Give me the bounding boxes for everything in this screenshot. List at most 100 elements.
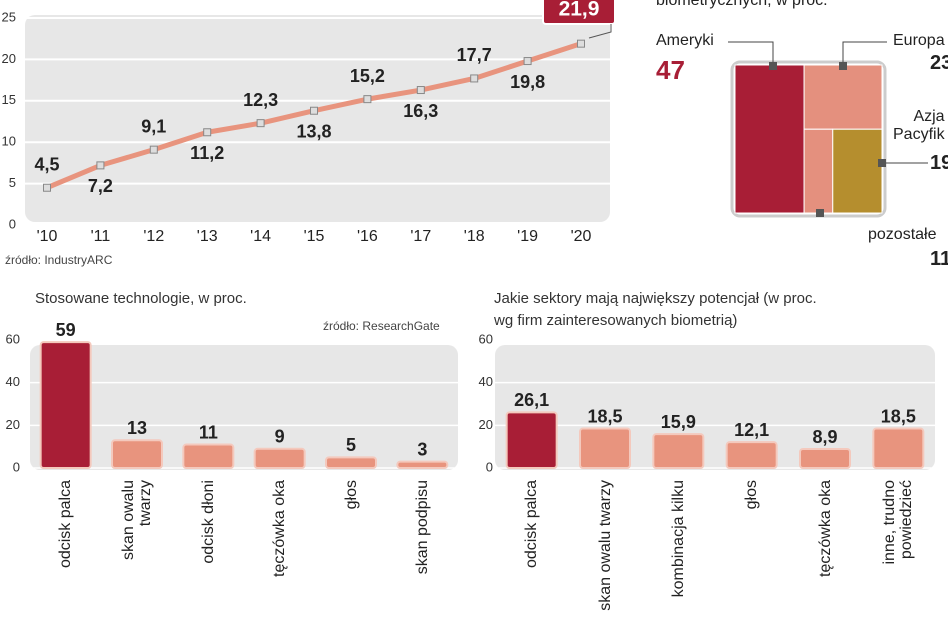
y-tick-label: 0 [9, 216, 16, 231]
x-tick-label: '19 [517, 228, 538, 245]
x-tick-label: '18 [464, 228, 485, 245]
connector-dot [816, 209, 824, 217]
y-tick-label: 40 [479, 374, 493, 389]
value-label: 15,9 [661, 412, 696, 432]
y-tick-label: 25 [2, 9, 16, 24]
value-label: 12,1 [734, 420, 769, 440]
segment [803, 64, 883, 130]
bar [872, 427, 925, 469]
y-tick-label: 5 [9, 175, 16, 190]
x-tick-label: '17 [410, 228, 431, 245]
x-tick-label: skan owalu twarzy [120, 480, 154, 561]
x-tick-label: odcisk palca [523, 480, 541, 569]
x-tick-label: '20 [571, 228, 592, 245]
value-label: 18,5 [881, 406, 916, 426]
value-label: 11 [199, 422, 218, 442]
bar [111, 439, 163, 469]
subtitle: biometrycznych, w proc. [656, 0, 828, 9]
chart-title: Jakie sektory mają największy potencjał … [494, 290, 817, 329]
y-tick-label: 0 [486, 459, 493, 474]
value-label: 11,2 [190, 143, 224, 163]
x-tick-label: odcisk dłoni [199, 480, 217, 564]
y-tick-label: 40 [6, 374, 20, 389]
y-tick-label: 10 [2, 134, 16, 149]
y-tick-label: 20 [479, 417, 493, 432]
value-label: 26,1 [514, 390, 549, 410]
connector [728, 41, 774, 66]
value-label: 9 [275, 427, 285, 447]
category-label: Ameryki [656, 32, 714, 49]
point [577, 39, 585, 48]
x-tick-label: '15 [304, 228, 325, 245]
x-tick-label: skan podpisu [413, 480, 431, 575]
bar [505, 411, 558, 470]
category-label: Azja Pacyfik [893, 108, 945, 144]
bar [253, 447, 306, 469]
y-tick-label: 0 [13, 459, 20, 474]
point [523, 57, 532, 66]
value-label: 13,8 [296, 121, 331, 141]
value-label: 17,7 [457, 45, 492, 65]
point [256, 119, 265, 128]
bar [652, 433, 705, 469]
connector-dot [839, 62, 847, 70]
x-tick-label: '11 [91, 228, 111, 245]
bar [325, 456, 377, 470]
x-tick-label: '12 [143, 228, 164, 245]
value-label: 18,5 [587, 406, 622, 426]
value-label: 21,9 [559, 0, 600, 21]
value-label: 47 [656, 55, 685, 85]
plot-background [25, 15, 610, 222]
plot-background [495, 345, 935, 470]
value-label: 3 [417, 439, 427, 459]
category-label: pozostałe [868, 226, 937, 243]
x-tick-label: skan owalu twarzy [596, 480, 614, 611]
value-label: 12,3 [243, 90, 278, 110]
value-label: 11 [930, 248, 948, 270]
category-label: Europa [893, 32, 945, 49]
x-tick-label: kombinacja kilku [669, 480, 687, 598]
point [416, 86, 425, 95]
plot-background [30, 345, 458, 470]
value-label: 19,8 [510, 72, 545, 92]
bar [579, 427, 631, 469]
connector [842, 41, 887, 66]
x-tick-label: odcisk palca [57, 480, 75, 569]
value-label: 19 [930, 152, 948, 174]
value-label: 8,9 [812, 427, 837, 447]
value-label: 9,1 [141, 116, 166, 136]
bar [799, 448, 851, 470]
point [149, 145, 158, 154]
highlight-box [542, 0, 616, 25]
point [96, 161, 105, 170]
point [203, 128, 212, 137]
x-tick-label: tęczówka oka [816, 480, 834, 577]
source: źródło: ResearchGate [323, 319, 440, 333]
bar [396, 460, 449, 470]
x-tick-label: inne, trudno powiedzieć [881, 480, 916, 565]
point [310, 106, 318, 115]
bar [725, 441, 778, 470]
source: źródło: IndustryARC [5, 253, 113, 267]
segment [803, 128, 834, 214]
chart-title: Stosowane technologie, w proc. [35, 290, 247, 307]
x-tick-label: '10 [37, 228, 58, 245]
x-tick-label: '13 [197, 228, 218, 245]
x-tick-label: tęczówka oka [271, 480, 289, 577]
y-tick-label: 60 [479, 331, 493, 346]
y-tick-label: 60 [6, 331, 20, 346]
value-label: 59 [56, 320, 76, 340]
x-tick-label: głos [342, 480, 360, 510]
value-label: 5 [346, 435, 356, 455]
connector [588, 24, 612, 39]
y-tick-label: 20 [2, 51, 16, 66]
value-label: 7,2 [88, 176, 113, 196]
x-tick-label: '16 [357, 228, 378, 245]
point [363, 95, 372, 104]
value-label: 16,3 [403, 101, 438, 121]
value-label: 15,2 [350, 66, 385, 86]
value-label: 4,5 [34, 154, 59, 174]
connector-dot [769, 62, 777, 70]
infographic: 0 5 10 15 20 25 '10 4,5 '11 7,2 '12 9,1 '13 11,2 '14 12… [2, 0, 935, 474]
